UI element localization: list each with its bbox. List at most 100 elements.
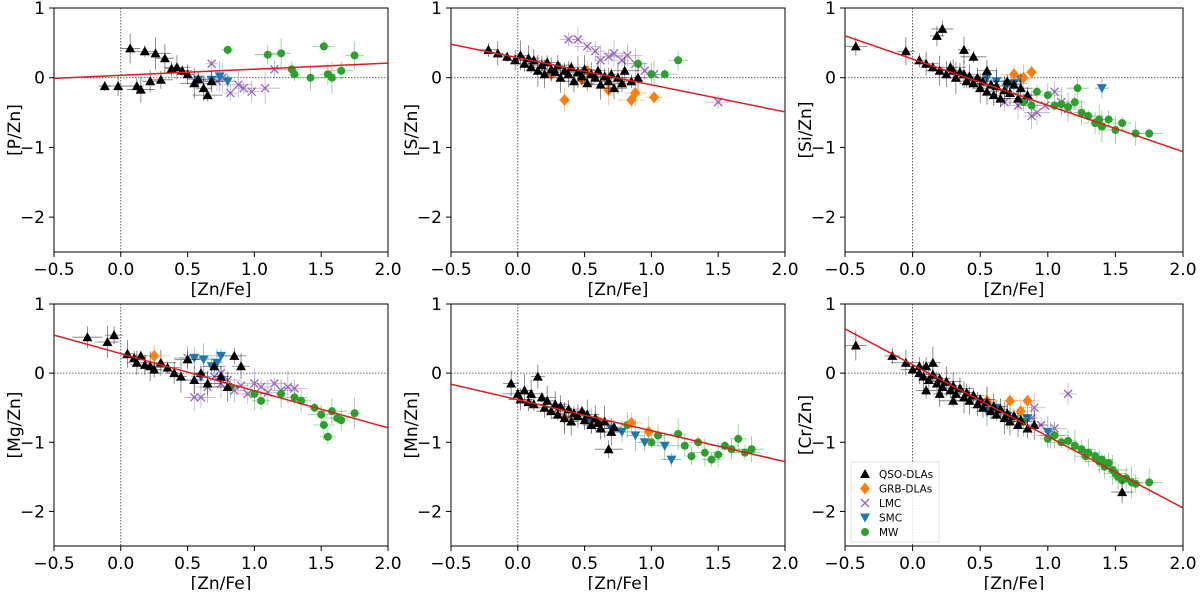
point-qso — [182, 354, 193, 364]
x-tick-label: −0.5 — [824, 260, 865, 280]
y-tick-label: 0 — [34, 364, 45, 384]
legend-entry-smc: SMC — [860, 513, 902, 525]
point-qso — [159, 53, 170, 63]
point-mw — [290, 393, 299, 402]
x-tick-label: 0.5 — [967, 554, 994, 574]
point-qso — [236, 361, 247, 371]
plot-area — [54, 33, 388, 105]
y-axis-label: [Cr/Zn] — [796, 395, 816, 455]
point-qso — [981, 65, 992, 75]
point-qso — [519, 385, 530, 395]
point-mw — [680, 441, 689, 450]
point-mw — [707, 455, 716, 464]
y-tick-label: 0 — [431, 69, 442, 89]
point-qso — [850, 340, 861, 350]
point-qso — [193, 74, 204, 84]
x-tick-label: −0.5 — [430, 260, 471, 280]
legend-entry-lmc: LMC — [860, 498, 901, 510]
axes-frame — [53, 303, 389, 547]
point-qso — [995, 93, 1006, 103]
point-lmc — [239, 83, 249, 93]
point-lmc — [640, 66, 650, 76]
y-axis-label: [Si/Zn] — [796, 102, 816, 159]
point-mw — [1064, 102, 1073, 111]
point-grb — [643, 425, 654, 438]
y-tick-label: −2 — [20, 208, 45, 228]
point-qso — [532, 371, 543, 381]
y-tick-label: −1 — [811, 138, 836, 158]
x-tick-label: 2.0 — [1169, 554, 1196, 574]
fit-line — [54, 334, 388, 429]
point-mw — [223, 45, 232, 54]
point-mw — [263, 50, 272, 59]
x-tick-label: −0.5 — [430, 554, 471, 574]
point-mw — [1145, 129, 1154, 138]
point-smc — [639, 438, 650, 448]
point-qso — [568, 76, 579, 86]
point-mw — [687, 452, 696, 461]
point-qso — [937, 23, 948, 33]
point-qso — [995, 404, 1006, 414]
y-tick-label: −2 — [811, 502, 836, 522]
x-tick-label: 1.5 — [705, 554, 732, 574]
point-qso — [519, 58, 530, 68]
point-qso — [958, 44, 969, 54]
point-mw — [747, 445, 756, 454]
x-tick-label: 0.5 — [571, 554, 598, 574]
y-tick-label: −2 — [20, 502, 45, 522]
point-mw — [1097, 455, 1106, 464]
point-mw — [634, 59, 643, 68]
x-tick-label: 0.0 — [504, 260, 531, 280]
point-qso — [619, 65, 630, 75]
x-axis-label: [Zn/Fe] — [191, 574, 252, 590]
point-qso — [206, 76, 217, 86]
point-mw — [1043, 91, 1052, 100]
point-qso — [555, 401, 566, 411]
point-qso — [923, 375, 934, 385]
point-lmc — [604, 52, 614, 62]
x-tick-label: −0.5 — [824, 554, 865, 574]
point-smc — [222, 77, 233, 87]
point-qso — [927, 357, 938, 367]
point-grb — [1004, 394, 1015, 407]
legend-marker-mw — [861, 528, 869, 536]
y-tick-label: 1 — [825, 295, 836, 315]
y-axis-label: [S/Zn] — [402, 104, 422, 156]
panel-4: −0.5 0.0 0.5 1.0 1.5 2.0 1 0 −1 −2 [Zn/Fe] [Mg/Zn] — [5, 295, 402, 594]
point-smc — [659, 441, 670, 451]
x-axis-label: [Zn/Fe] — [984, 574, 1045, 590]
legend-label: GRB-DLAs — [879, 484, 932, 496]
y-tick-label: −1 — [20, 138, 45, 158]
fit-line — [451, 383, 785, 463]
point-smc — [211, 358, 222, 368]
x-tick-label: 1.0 — [241, 554, 268, 574]
point-qso — [150, 48, 161, 58]
point-mw — [1070, 98, 1079, 107]
y-tick-label: 0 — [825, 364, 836, 384]
x-tick-label: 2.0 — [771, 260, 798, 280]
x-tick-label: 2.0 — [374, 554, 401, 574]
point-mw — [1057, 100, 1066, 109]
y-tick-label: −2 — [417, 502, 442, 522]
point-mw — [700, 448, 709, 457]
point-mw — [337, 66, 346, 75]
point-qso — [542, 395, 553, 405]
y-tick-label: 1 — [431, 295, 442, 315]
point-qso — [954, 383, 965, 393]
point-mw — [290, 70, 299, 79]
point-mw — [1118, 119, 1127, 128]
x-tick-label: 0.5 — [174, 260, 201, 280]
y-tick-label: 1 — [431, 0, 442, 19]
fit-line — [54, 62, 388, 80]
x-tick-label: 1.5 — [705, 260, 732, 280]
point-mw — [674, 56, 683, 65]
point-lmc — [269, 64, 279, 74]
y-tick-label: 1 — [34, 295, 45, 315]
point-lmc — [189, 392, 199, 402]
x-axis-label: [Zn/Fe] — [191, 280, 252, 300]
point-lmc — [582, 41, 592, 51]
point-mw — [350, 409, 359, 418]
point-qso — [968, 390, 979, 400]
